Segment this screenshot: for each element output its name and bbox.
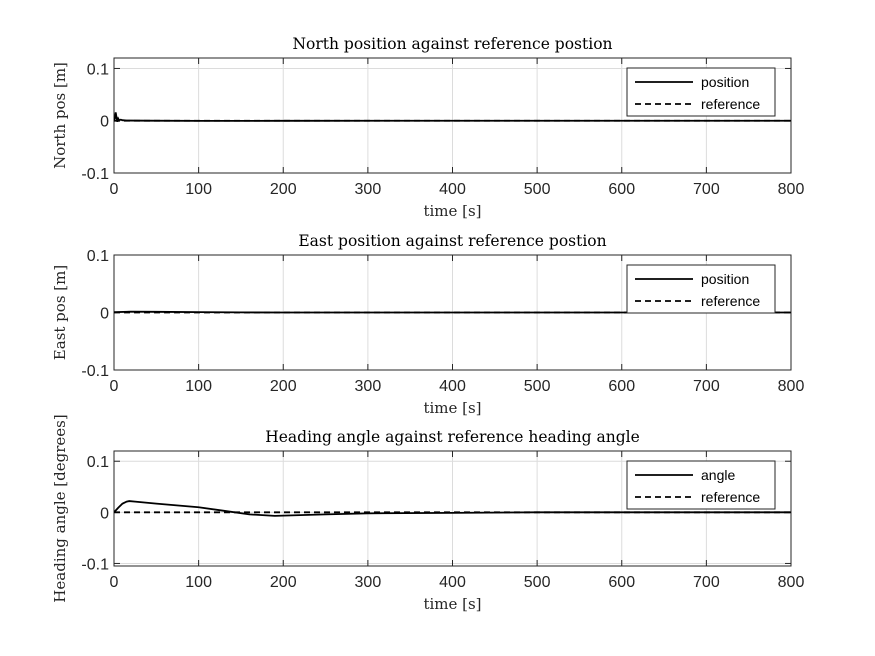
y-tick-label: -0.1 [81, 556, 109, 573]
legend-box [626, 264, 776, 314]
legend-label: angle [701, 467, 735, 483]
y-axis-label: East pos [m] [51, 265, 69, 360]
x-tick-label: 100 [185, 181, 212, 198]
x-tick-label: 600 [608, 378, 635, 395]
x-axis-label: time [s] [423, 399, 481, 417]
x-tick-label: 300 [355, 378, 382, 395]
x-tick-label: 300 [355, 181, 382, 198]
legend: angle reference [626, 460, 776, 510]
x-tick-label: 300 [355, 574, 382, 591]
subplot-3: 0 100 200 300 400 500 600 700 800-0.100.1Heading… [51, 414, 804, 613]
x-tick-label: 400 [439, 574, 466, 591]
y-tick-label: 0.1 [87, 248, 109, 265]
series-line-position [114, 112, 791, 123]
legend-label: reference [701, 293, 760, 309]
x-tick-label: 800 [778, 378, 805, 395]
legend-label: reference [701, 96, 760, 112]
legend: position reference [626, 67, 776, 117]
y-axis-label: North pos [m] [51, 62, 69, 169]
x-tick-label: 500 [524, 378, 551, 395]
x-tick-label: 400 [439, 181, 466, 198]
legend-box [626, 67, 776, 117]
x-tick-label: 800 [778, 181, 805, 198]
y-tick-label: 0.1 [87, 454, 109, 471]
x-tick-label: 0 [110, 181, 119, 198]
x-tick-label: 500 [524, 574, 551, 591]
y-tick-label: 0.1 [87, 61, 109, 78]
x-axis-label: time [s] [423, 202, 481, 220]
legend: position reference [626, 264, 776, 314]
series-line-position [114, 310, 791, 314]
y-tick-label: 0 [100, 114, 109, 131]
x-tick-label: 800 [778, 574, 805, 591]
subplot-title: North position against reference postion [292, 35, 612, 53]
x-tick-label: 700 [693, 378, 720, 395]
subplot-title: Heading angle against reference heading … [265, 428, 640, 446]
legend-label: position [701, 74, 749, 90]
x-tick-label: 200 [270, 378, 297, 395]
x-tick-label: 0 [110, 378, 119, 395]
x-tick-label: 500 [524, 181, 551, 198]
y-tick-label: -0.1 [81, 363, 109, 380]
series-line-angle [114, 500, 791, 517]
x-tick-label: 600 [608, 574, 635, 591]
y-tick-label: -0.1 [81, 166, 109, 183]
x-tick-label: 400 [439, 378, 466, 395]
y-tick-label: 0 [100, 306, 109, 323]
y-axis-label: Heading angle [degrees] [51, 414, 69, 602]
subplot-title: East position against reference postion [298, 232, 606, 250]
x-tick-label: 700 [693, 574, 720, 591]
x-tick-label: 600 [608, 181, 635, 198]
x-tick-label: 100 [185, 378, 212, 395]
legend-label: reference [701, 489, 760, 505]
x-tick-label: 0 [110, 574, 119, 591]
y-tick-label: 0 [100, 505, 109, 522]
x-tick-label: 700 [693, 181, 720, 198]
legend-box [626, 460, 776, 510]
x-tick-label: 100 [185, 574, 212, 591]
legend-label: position [701, 271, 749, 287]
x-tick-label: 200 [270, 574, 297, 591]
x-tick-label: 200 [270, 181, 297, 198]
x-axis-label: time [s] [423, 595, 481, 613]
